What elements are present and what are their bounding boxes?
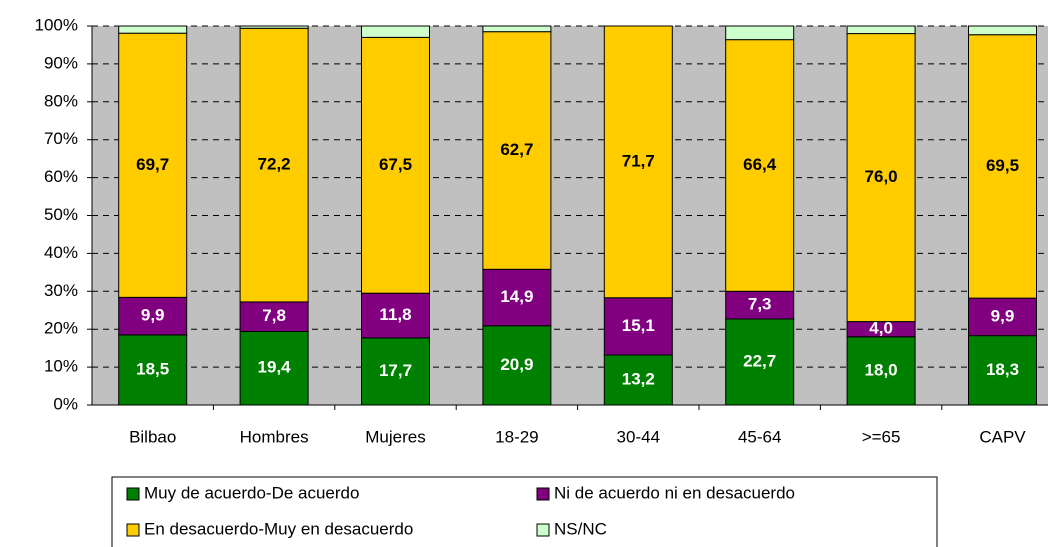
legend-swatch [126,487,140,501]
legend-label: NS/NC [554,519,607,538]
y-tick-label: 80% [44,91,78,110]
y-tick-label: 60% [44,167,78,186]
data-label: 7,3 [748,295,772,314]
bar-segment [361,292,430,339]
bar-segment [968,34,1037,299]
x-tick-label: Mujeres [365,427,425,446]
legend-swatch [536,487,550,501]
data-label: 4,0 [869,319,893,338]
data-label: 20,9 [500,355,533,374]
y-tick-label: 30% [44,281,78,300]
data-label: 11,8 [379,305,411,324]
bar-segment [361,25,430,38]
bar-segment [603,297,673,356]
bar-segment [118,334,188,406]
bar-segment [239,27,309,303]
bar-segment [361,337,430,406]
data-label: 72,2 [258,155,291,174]
data-label: 69,5 [986,156,1019,175]
legend-swatch [536,523,550,537]
bar-segment [361,36,430,294]
data-label: 17,7 [379,361,412,380]
legend-label: Muy de acuerdo-De acuerdo [144,483,359,502]
data-label: 71,7 [622,151,655,170]
x-tick-label: Bilbao [129,427,176,446]
y-tick-label: 100% [35,15,78,34]
data-label: 69,7 [136,155,169,174]
data-label: 66,4 [743,155,777,174]
bar-segment [118,296,188,336]
bar-segment [118,25,188,34]
data-label: 18,0 [865,360,898,379]
data-label: 22,7 [743,351,776,370]
x-tick-label: 18-29 [495,427,538,446]
data-label: 76,0 [865,167,898,186]
data-label: 14,9 [500,287,533,306]
data-label: 18,3 [986,360,1019,379]
legend-box [111,476,938,547]
x-tick-label: CAPV [979,427,1026,446]
bar-segment [239,25,309,29]
data-label: 7,8 [262,306,286,325]
bar-segment [603,25,673,299]
y-tick-label: 90% [44,53,78,72]
y-tick-label: 0% [53,394,78,413]
bar-segment [725,318,795,406]
y-tick-label: 70% [44,129,78,148]
legend-label: Ni de acuerdo ni en desacuerdo [554,483,795,502]
bar-segment [239,301,309,332]
legend-label: En desacuerdo-Muy en desacuerdo [144,519,413,538]
data-label: 15,1 [622,316,655,335]
y-tick-label: 20% [44,319,78,338]
bar-segment [482,325,552,406]
bar-segment [482,25,552,33]
y-tick-label: 50% [44,205,78,224]
data-label: 9,9 [991,306,1015,325]
data-label: 18,5 [136,359,169,378]
bar-segment [482,268,552,327]
bar-segment [118,32,188,298]
x-tick-label: 45-64 [738,427,781,446]
bar-segment [603,354,673,406]
bar-segment [846,25,916,35]
bar-segment [725,25,795,41]
data-label: 9,9 [141,306,165,325]
data-label: 62,7 [500,140,533,159]
x-tick-label: Hombres [240,427,309,446]
bar-segment [968,335,1037,406]
bar-segment [725,290,795,320]
bar-segment [846,336,916,406]
bar-segment [968,25,1037,36]
x-tick-label: 30-44 [617,427,660,446]
y-tick-label: 10% [44,357,78,376]
bar-segment [482,31,552,270]
x-tick-label: >=65 [862,427,901,446]
data-label: 13,2 [622,369,655,388]
bar-segment [846,33,916,323]
data-label: 19,4 [258,358,292,377]
y-tick-label: 40% [44,243,78,262]
data-label: 67,5 [379,155,412,174]
legend-swatch [126,523,140,537]
